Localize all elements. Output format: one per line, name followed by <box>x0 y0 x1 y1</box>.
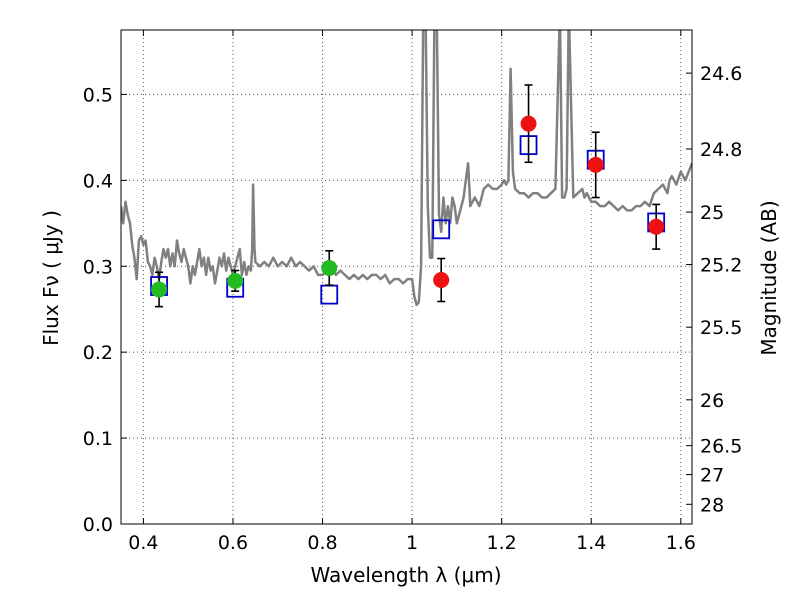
x-tick-label: 1 <box>406 532 418 554</box>
x-axis-label: Wavelength λ (μm) <box>310 563 501 587</box>
y-tick-label: 0.0 <box>83 514 113 536</box>
y2-tick-label: 25.2 <box>700 255 742 277</box>
y2-tick-label: 24.6 <box>700 63 742 85</box>
optical-data-point <box>227 272 244 289</box>
y-tick-label: 0.3 <box>83 256 113 278</box>
y2-tick-label: 26.5 <box>700 436 742 458</box>
y2-tick-label: 28 <box>700 494 724 516</box>
y-axis-label: Flux Fν ( μJy ) <box>39 210 63 346</box>
ticks: 0.4 0.6 0.8 1 1.2 1.4 1.6 0.0 0.1 0.2 0.3 0.4 0.5 24.… <box>83 30 742 554</box>
plot-frame <box>120 29 693 525</box>
x-tick-label: 0.6 <box>218 532 248 554</box>
nir-data-point <box>520 115 537 132</box>
y2-tick-label: 25 <box>700 202 724 224</box>
x-tick-label: 0.4 <box>128 532 158 554</box>
y-tick-label: 0.5 <box>83 84 113 106</box>
model-box-marker <box>432 219 451 240</box>
model-spectrum-line <box>121 30 692 307</box>
nir-data-point <box>648 218 665 235</box>
y-tick-label: 0.2 <box>83 342 113 364</box>
x-tick-label: 1.6 <box>666 532 696 554</box>
nir-data-point <box>587 156 604 173</box>
model-spectrum-layer <box>121 30 692 307</box>
y2-tick-label: 24.8 <box>700 139 742 161</box>
y2-tick-label: 25.5 <box>700 317 742 339</box>
x-tick-label: 1.2 <box>487 532 517 554</box>
plot-background <box>121 30 692 524</box>
x-tick-label: 1.4 <box>576 532 606 554</box>
optical-data-point <box>321 259 338 276</box>
data-marks-layer <box>150 84 666 308</box>
y2-axis-label: Magnitude (AB) <box>757 200 781 355</box>
y2-tick-label: 26 <box>700 390 724 412</box>
y-tick-label: 0.1 <box>83 428 113 450</box>
y-tick-label: 0.4 <box>83 170 113 192</box>
y2-tick-label: 27 <box>700 465 724 487</box>
x-tick-label: 0.8 <box>307 532 337 554</box>
nir-data-point <box>433 272 450 289</box>
optical-data-point <box>151 281 168 298</box>
